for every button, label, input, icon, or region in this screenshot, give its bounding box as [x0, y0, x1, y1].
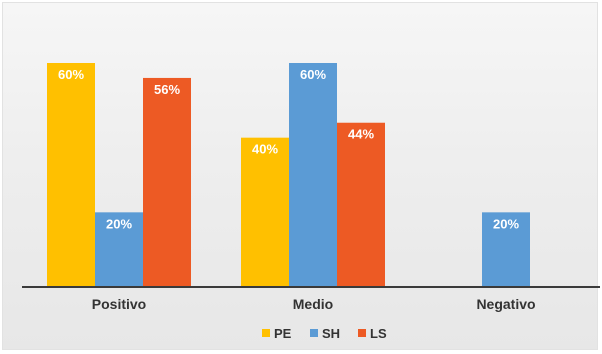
- legend-swatch-sh: [310, 329, 318, 337]
- legend-swatch-ls: [358, 329, 366, 337]
- category-label-negativo: Negativo: [476, 296, 535, 312]
- bars-layer: [47, 63, 530, 287]
- data-label-sh-medio: 60%: [300, 67, 326, 82]
- data-label-ls-positivo: 56%: [154, 82, 180, 97]
- bar-sh-positivo: [95, 212, 143, 287]
- data-label-sh-positivo: 20%: [106, 216, 132, 231]
- data-label-pe-medio: 40%: [252, 142, 278, 157]
- legend-label-sh: SH: [322, 326, 340, 341]
- data-labels-layer: 60% 20% 56% 40% 60% 44% 20%: [58, 67, 519, 231]
- category-label-positivo: Positivo: [92, 296, 146, 312]
- category-label-medio: Medio: [293, 296, 333, 312]
- category-labels-layer: Positivo Medio Negativo: [92, 296, 536, 312]
- legend-label-ls: LS: [370, 326, 387, 341]
- data-label-sh-negativo: 20%: [493, 216, 519, 231]
- bar-sh-medio: [289, 63, 337, 287]
- bar-ls-medio: [337, 122, 385, 287]
- bar-pe-medio: [241, 137, 289, 287]
- data-label-pe-positivo: 60%: [58, 67, 84, 82]
- legend-swatch-pe: [262, 329, 270, 337]
- data-label-ls-medio: 44%: [348, 127, 374, 142]
- bar-ls-positivo: [143, 77, 191, 287]
- bar-pe-positivo: [47, 63, 95, 287]
- legend: PE SH LS: [262, 326, 387, 341]
- bar-sh-negativo: [482, 212, 530, 287]
- legend-label-pe: PE: [274, 326, 292, 341]
